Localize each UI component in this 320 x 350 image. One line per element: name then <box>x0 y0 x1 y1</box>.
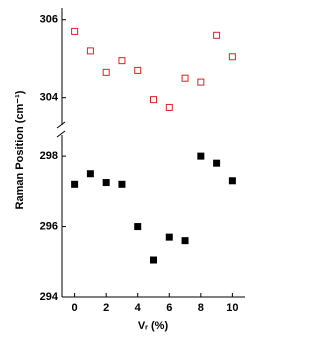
point <box>71 27 79 35</box>
x-tick-label: 4 <box>135 302 142 314</box>
y-tick-label: 306 <box>40 14 58 26</box>
point <box>134 66 142 74</box>
point <box>71 180 79 188</box>
chart: Raman Position (cm⁻¹) Vᵣ (%) 304 306 294 29… <box>14 8 245 332</box>
y-tick-label: 298 <box>40 150 58 162</box>
point <box>118 57 126 65</box>
point <box>213 159 221 167</box>
y-axis-label: Raman Position (cm⁻¹) <box>14 90 26 209</box>
point <box>228 177 236 185</box>
point <box>86 170 94 178</box>
point <box>165 233 173 241</box>
point <box>150 96 157 104</box>
point <box>102 179 110 187</box>
point <box>181 74 189 82</box>
y-tick-label: 294 <box>40 291 59 303</box>
point <box>134 223 142 231</box>
point <box>118 180 126 188</box>
point <box>197 78 205 86</box>
point <box>150 256 157 264</box>
y-tick-label: 304 <box>40 92 59 104</box>
axis-break <box>56 121 66 129</box>
point <box>86 47 94 55</box>
x-tick-label: 2 <box>103 302 109 314</box>
y-tick-label: 296 <box>40 220 58 232</box>
axis-break <box>56 130 66 138</box>
x-tick-label: 0 <box>72 302 78 314</box>
point <box>213 31 221 39</box>
x-tick-label: 8 <box>198 302 204 314</box>
x-tick-label: 6 <box>166 302 172 314</box>
point <box>228 53 236 61</box>
point <box>165 103 173 111</box>
point <box>102 68 110 76</box>
x-axis-label: Vᵣ (%) <box>138 320 169 332</box>
point <box>197 152 205 160</box>
point <box>181 237 189 245</box>
x-tick-label: 10 <box>226 302 238 314</box>
